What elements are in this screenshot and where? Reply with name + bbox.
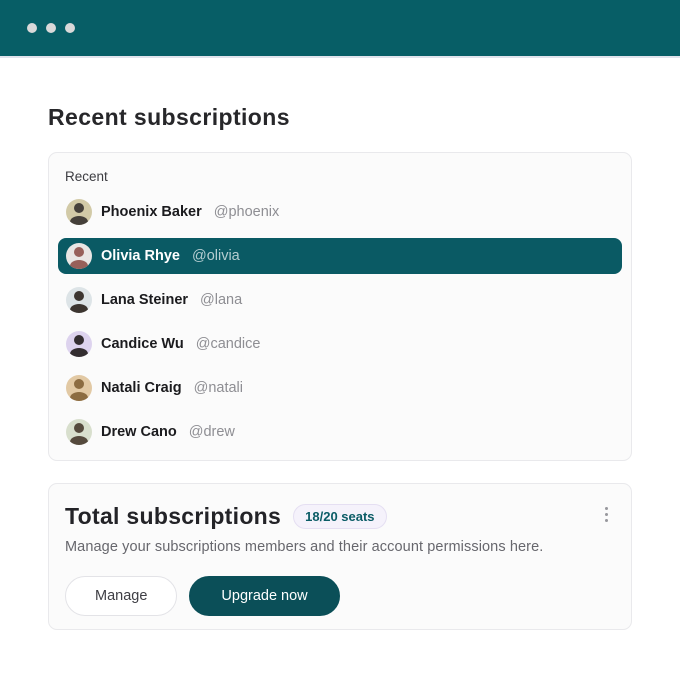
total-subscriptions-title: Total subscriptions	[65, 503, 282, 529]
user-name: Phoenix Baker	[101, 204, 202, 220]
avatar	[66, 331, 92, 357]
window-control-dot[interactable]	[27, 23, 37, 33]
user-handle: @natali	[193, 380, 243, 396]
list-item-olivia-rhye-selected[interactable]: Olivia Rhye @olivia	[58, 238, 622, 274]
list-item-candice-wu[interactable]: Candice Wu @candice	[58, 326, 622, 362]
recent-list-label: Recent	[65, 169, 108, 184]
list-item-phoenix-baker[interactable]: Phoenix Baker @phoenix	[58, 194, 622, 230]
window-control-dot[interactable]	[46, 23, 56, 33]
recent-subscriptions-card: Recent Phoenix Baker @phoenix Olivia Rhy…	[48, 152, 632, 461]
manage-button[interactable]: Manage	[65, 576, 178, 616]
user-handle: @drew	[188, 424, 235, 440]
total-subscriptions-description: Manage your subscriptions members and th…	[65, 539, 544, 555]
list-item-drew-cano[interactable]: Drew Cano @drew	[58, 414, 622, 450]
kebab-menu-icon[interactable]	[598, 504, 614, 524]
avatar	[66, 375, 92, 401]
avatar	[66, 199, 92, 225]
user-handle: @lana	[200, 292, 243, 308]
user-name: Candice Wu	[101, 336, 184, 352]
list-item-natali-craig[interactable]: Natali Craig @natali	[58, 370, 622, 406]
page-title: Recent subscriptions	[48, 104, 290, 130]
avatar	[66, 287, 92, 313]
window-control-dot[interactable]	[65, 23, 75, 33]
user-name: Lana Steiner	[101, 292, 189, 308]
user-handle: @candice	[195, 336, 261, 352]
user-handle: @olivia	[191, 248, 240, 264]
page-content: Recent subscriptions Recent Phoenix Bake…	[0, 104, 680, 630]
avatar	[66, 243, 92, 269]
upgrade-now-button[interactable]: Upgrade now	[189, 576, 340, 616]
total-subscriptions-card: Total subscriptions 18/20 seats Manage y…	[48, 483, 632, 630]
user-name: Drew Cano	[101, 424, 177, 440]
user-handle: @phoenix	[213, 204, 280, 220]
avatar	[66, 419, 92, 445]
list-item-lana-steiner[interactable]: Lana Steiner @lana	[58, 282, 622, 318]
seats-badge: 18/20 seats	[293, 504, 387, 529]
user-name: Natali Craig	[101, 380, 182, 396]
user-name: Olivia Rhye	[101, 248, 180, 264]
window-titlebar	[0, 0, 680, 58]
